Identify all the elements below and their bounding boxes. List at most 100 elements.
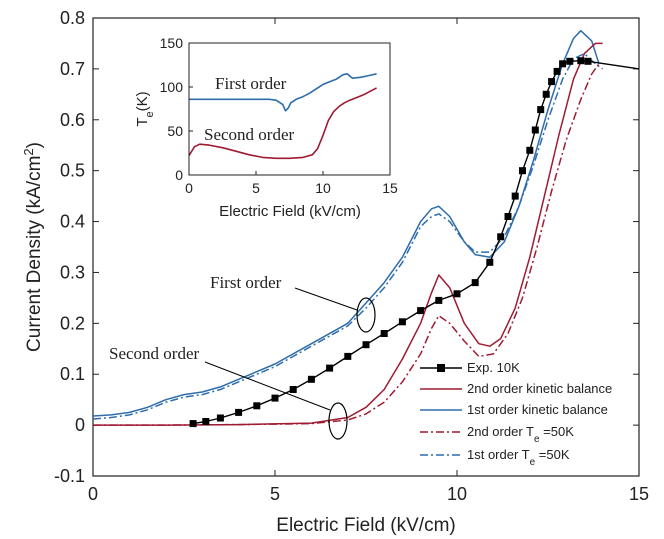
exp-marker-13 xyxy=(417,307,425,315)
y-tick-label-2: 0.1 xyxy=(60,364,85,384)
inset-x-axis-title: Electric Field (kV/cm) xyxy=(219,203,361,220)
y-tick-label-3: 0.2 xyxy=(60,313,85,333)
main-plot: 0 5 10 15-0.100.10.20.30.40.50.60.70.8 Elec… xyxy=(21,8,650,536)
y-tick-label-9: 0.8 xyxy=(60,8,85,28)
exp-marker-10 xyxy=(362,341,370,349)
x-axis-title: Electric Field (kV/cm) xyxy=(276,515,455,536)
exp-marker-18 xyxy=(497,233,505,241)
x-tick-label-2: 10 xyxy=(447,484,467,504)
inset-x-tick-label-0: 0 xyxy=(185,180,193,196)
inset-x-tick-label-2: 10 xyxy=(315,180,331,196)
x-tick-label-1: 5 xyxy=(270,484,280,504)
series-line-2nd-order-te-50k xyxy=(93,63,600,426)
inset-y-axis-title-end: (K) xyxy=(134,91,151,111)
y-axis-title-end: ) xyxy=(24,142,45,148)
annotation-first-order-ellipse xyxy=(356,297,376,333)
exp-marker-8 xyxy=(326,364,334,372)
legend-item-2nd-te: 2nd order Te =50K xyxy=(420,424,574,445)
inset-x-tick-label-3: 15 xyxy=(382,180,398,196)
inset-y-tick-label-2: 100 xyxy=(160,79,184,95)
y-tick-label-5: 0.4 xyxy=(60,212,85,232)
legend-item-1st-kinetic: 1st order kinetic balance xyxy=(420,402,608,417)
y-tick-label-4: 0.3 xyxy=(60,262,85,282)
inset-y-axis-title: Te(K) xyxy=(134,91,156,126)
annotation-first-order: First order xyxy=(210,273,282,292)
exp-marker-27 xyxy=(553,67,561,75)
legend-marker-exp xyxy=(437,364,445,372)
inset-frame xyxy=(188,42,391,176)
inset-series xyxy=(189,73,377,160)
exp-marker-9 xyxy=(344,352,352,360)
inset-y-axis-title-sub: e xyxy=(144,111,156,117)
y-tick-label-0: -0.1 xyxy=(54,466,85,486)
x-tick-label-0: 0 xyxy=(88,484,98,504)
y-tick-label-7: 0.6 xyxy=(60,110,85,130)
exp-marker-26 xyxy=(548,78,556,86)
y-axis-title-main: Current Density (kA/cm xyxy=(24,156,45,352)
legend-label-1st-kinetic: 1st order kinetic balance xyxy=(467,402,608,417)
exp-marker-23 xyxy=(531,126,539,134)
exp-marker-28 xyxy=(559,60,567,68)
exp-marker-4 xyxy=(253,402,261,410)
inset-series-first-order xyxy=(189,73,377,112)
inset-y-tick-label-0: 0 xyxy=(175,167,183,183)
main-markers xyxy=(189,57,592,428)
exp-marker-19 xyxy=(504,213,512,220)
legend-label-1st-te-sub: e xyxy=(530,457,536,468)
annotation-second-order: Second order xyxy=(109,344,200,363)
annotation-second-order-pointer xyxy=(204,361,331,411)
main-plot-frame xyxy=(92,17,640,477)
exp-marker-31 xyxy=(584,57,592,65)
exp-marker-5 xyxy=(271,394,279,402)
x-tick-label-3: 15 xyxy=(629,484,649,504)
legend: Exp. 10K 2nd order kinetic balance 1st o… xyxy=(420,360,612,468)
series-line-1st-order-kinetic-balance xyxy=(93,29,600,417)
legend-label-1st-te-main: 1st order T xyxy=(467,447,530,462)
inset-y-axis-title-main: T xyxy=(134,117,151,126)
y-axis-title: Current Density (kA/cm2) xyxy=(21,142,46,352)
legend-label-1st-te-suffix: =50K xyxy=(535,447,570,462)
annotation-second-order-ellipse xyxy=(328,402,348,440)
exp-marker-0 xyxy=(189,420,197,428)
legend-label-exp: Exp. 10K xyxy=(467,360,520,375)
legend-label-2nd-te: 2nd order Te =50K xyxy=(467,424,574,445)
exp-marker-21 xyxy=(519,167,526,175)
legend-label-1st-te: 1st order Te =50K xyxy=(467,447,570,468)
y-tick-label-8: 0.7 xyxy=(60,59,85,79)
inset-x-tick-label-1: 5 xyxy=(252,180,260,196)
exp-marker-20 xyxy=(511,192,519,200)
legend-label-2nd-te-main: 2nd order T xyxy=(467,424,534,439)
y-axis-title-sup: 2 xyxy=(21,148,36,155)
legend-item-2nd-kinetic: 2nd order kinetic balance xyxy=(420,381,612,396)
legend-item-1st-te: 1st order Te =50K xyxy=(420,447,570,468)
legend-label-2nd-te-suffix: =50K xyxy=(540,424,575,439)
series-line-2nd-order-kinetic-balance xyxy=(93,42,603,426)
exp-marker-15 xyxy=(453,290,461,298)
legend-item-exp: Exp. 10K xyxy=(420,360,520,375)
inset-background xyxy=(189,43,390,175)
exp-marker-1 xyxy=(202,418,210,425)
exp-marker-11 xyxy=(380,330,388,337)
main-ticks: 0 5 10 15-0.100.10.20.30.40.50.60.70.8 xyxy=(54,8,649,504)
exp-marker-6 xyxy=(289,386,297,393)
inset-y-tick-label-1: 50 xyxy=(167,123,183,139)
y-tick-label-1: 0 xyxy=(75,415,85,435)
exp-marker-14 xyxy=(435,296,443,304)
exp-marker-24 xyxy=(537,106,545,114)
exp-marker-7 xyxy=(307,375,315,383)
exp-marker-16 xyxy=(471,279,479,287)
legend-label-2nd-te-sub: e xyxy=(534,434,540,445)
exp-marker-25 xyxy=(542,90,550,98)
annotation-first-order-pointer xyxy=(294,287,358,311)
inset-annotation-first-order: First order xyxy=(215,74,287,93)
legend-label-2nd-kinetic: 2nd order kinetic balance xyxy=(467,381,612,396)
inset-series-second-order xyxy=(189,87,377,160)
exp-marker-22 xyxy=(526,146,534,154)
inset-annotation-second-order: Second order xyxy=(204,125,295,144)
exp-marker-12 xyxy=(398,318,406,326)
y-tick-label-6: 0.5 xyxy=(60,161,85,181)
exp-marker-3 xyxy=(235,408,243,416)
